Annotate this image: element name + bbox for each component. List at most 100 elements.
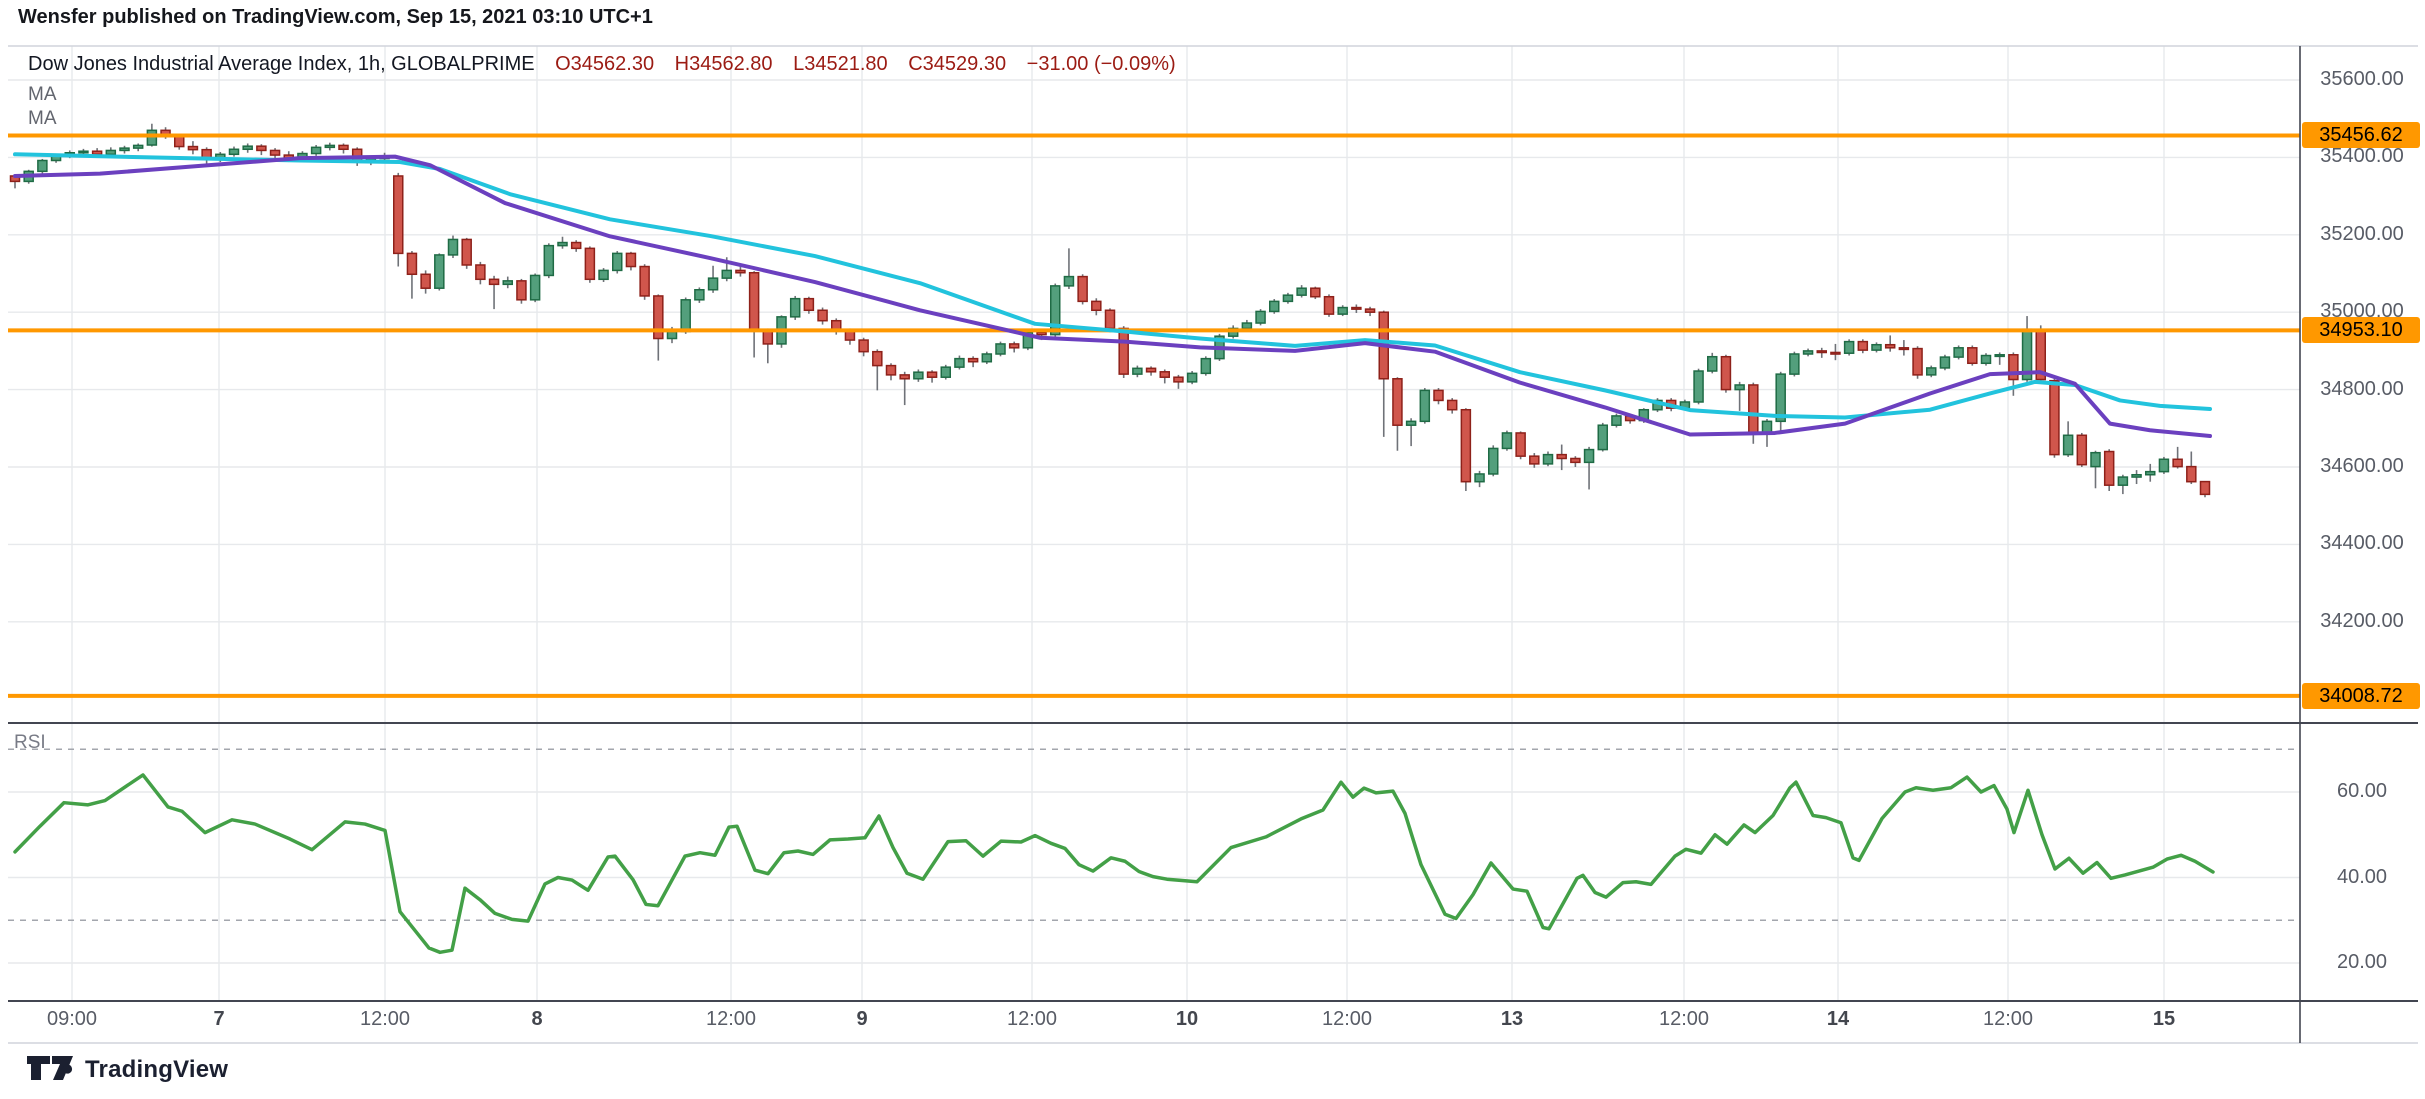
candle-up xyxy=(1255,310,1266,324)
candle-up xyxy=(940,366,951,378)
candle-up xyxy=(1474,473,1485,483)
candle-up xyxy=(1186,372,1198,383)
candle-up xyxy=(543,244,555,277)
candle-down xyxy=(1351,306,1362,310)
price-axis-label: 35400.00 xyxy=(2320,145,2404,168)
candle-down xyxy=(1145,367,1157,373)
candle-down xyxy=(475,264,486,281)
candle-up xyxy=(557,241,568,247)
candle-up xyxy=(324,144,336,149)
candle-down xyxy=(1036,331,1047,336)
candle-up xyxy=(680,299,691,333)
time-axis-label: 12:00 xyxy=(1658,1008,1710,1030)
candle-up xyxy=(666,330,678,340)
candle-down xyxy=(967,357,979,363)
candle-up xyxy=(1542,453,1554,465)
candle-down xyxy=(735,269,746,274)
price-axis-label: 35600.00 xyxy=(2320,68,2404,90)
candle-up xyxy=(1693,370,1704,403)
candle-up xyxy=(2145,470,2156,476)
time-axis-label: 15 xyxy=(2152,1008,2176,1030)
candle-down xyxy=(256,145,267,152)
candle-down xyxy=(1446,399,1458,411)
candle-up xyxy=(242,145,253,151)
candle-up xyxy=(310,146,322,155)
candle-up xyxy=(228,148,240,156)
candle-up xyxy=(981,353,993,363)
price-level-label[interactable]: 34008.72 xyxy=(2302,682,2420,709)
candle-down xyxy=(1392,378,1403,426)
price-axis-label: 34400.00 xyxy=(2320,532,2404,555)
candle-down xyxy=(899,374,910,380)
candle-down xyxy=(803,297,815,312)
time-axis-label: 09:00 xyxy=(46,1008,98,1030)
candle-up xyxy=(598,269,609,281)
price-axis-label: 34200.00 xyxy=(2320,609,2404,632)
candle-down xyxy=(1159,371,1170,378)
candle-down xyxy=(516,280,527,301)
price-axis-label: 34600.00 xyxy=(2320,455,2404,477)
symbol-header[interactable]: Dow Jones Industrial Average Index, 1h, … xyxy=(28,53,1176,76)
ohlc-open: O34562.30 xyxy=(555,53,655,75)
candle-up xyxy=(2117,476,2129,486)
candle-down xyxy=(762,330,774,345)
price-level-label[interactable]: 35456.62 xyxy=(2302,122,2420,149)
time-axis-label: 10 xyxy=(1175,1008,1199,1030)
candle-down xyxy=(1091,300,1102,312)
ma-slow-line xyxy=(13,152,2212,420)
candle-down xyxy=(1912,347,1923,376)
candle-up xyxy=(1063,275,1075,287)
rsi-line xyxy=(13,773,2215,955)
candle-up xyxy=(1994,354,2005,358)
candle-down xyxy=(338,144,349,151)
candle-up xyxy=(1296,287,1307,296)
time-axis-label: 12:00 xyxy=(359,1008,411,1030)
candle-down xyxy=(420,273,431,289)
candle-up xyxy=(502,280,513,286)
candle-up xyxy=(1337,306,1348,315)
candle-down xyxy=(1570,457,1581,464)
tradingview-logo-text: TradingView xyxy=(85,1056,229,1083)
candle-down xyxy=(625,252,637,268)
candle-down xyxy=(2076,434,2088,466)
candle-down xyxy=(1748,384,1759,434)
rsi-indicator-label[interactable]: RSI xyxy=(14,732,46,753)
ohlc-high: H34562.80 xyxy=(674,53,773,75)
time-axis-label: 14 xyxy=(1826,1008,1850,1030)
ma-indicator-label-2[interactable]: MA xyxy=(28,108,57,129)
candle-down xyxy=(926,371,938,378)
tradingview-logo-icon xyxy=(27,1056,73,1080)
candle-up xyxy=(2131,473,2142,478)
ma-indicator-label-1[interactable]: MA xyxy=(28,84,57,105)
time-axis-label: 8 xyxy=(531,1008,543,1030)
candle-down xyxy=(461,238,472,266)
candle-up xyxy=(132,144,144,149)
candle-down xyxy=(872,350,883,367)
time-axis-label: 9 xyxy=(856,1008,868,1030)
ohlc-change: −31.00 (−0.09%) xyxy=(1026,53,1176,75)
time-axis-label: 12:00 xyxy=(1321,1008,1373,1030)
candle-up xyxy=(105,149,117,156)
candle-down xyxy=(1529,455,1540,465)
ohlc-close: C34529.30 xyxy=(908,53,1007,75)
tradingview-logo[interactable]: TradingView xyxy=(26,1052,228,1088)
candle-down xyxy=(1460,408,1472,483)
candle-up xyxy=(1980,354,1992,365)
candle-down xyxy=(2008,354,2019,381)
candle-up xyxy=(1926,367,1937,376)
candle-down xyxy=(1898,347,1910,351)
candle-down xyxy=(1857,340,1869,351)
candle-down xyxy=(2186,465,2197,483)
rsi-axis-label: 40.00 xyxy=(2336,865,2388,888)
candle-up xyxy=(954,357,965,368)
time-axis-label: 12:00 xyxy=(1006,1008,1058,1030)
candle-up xyxy=(1132,367,1143,375)
candle-down xyxy=(1830,351,1841,355)
price-level-label[interactable]: 34953.10 xyxy=(2302,317,2420,344)
rsi-axis-label: 20.00 xyxy=(2336,951,2388,973)
candle-up xyxy=(434,254,445,289)
candle-down xyxy=(653,295,664,340)
candle-up xyxy=(2090,451,2101,468)
